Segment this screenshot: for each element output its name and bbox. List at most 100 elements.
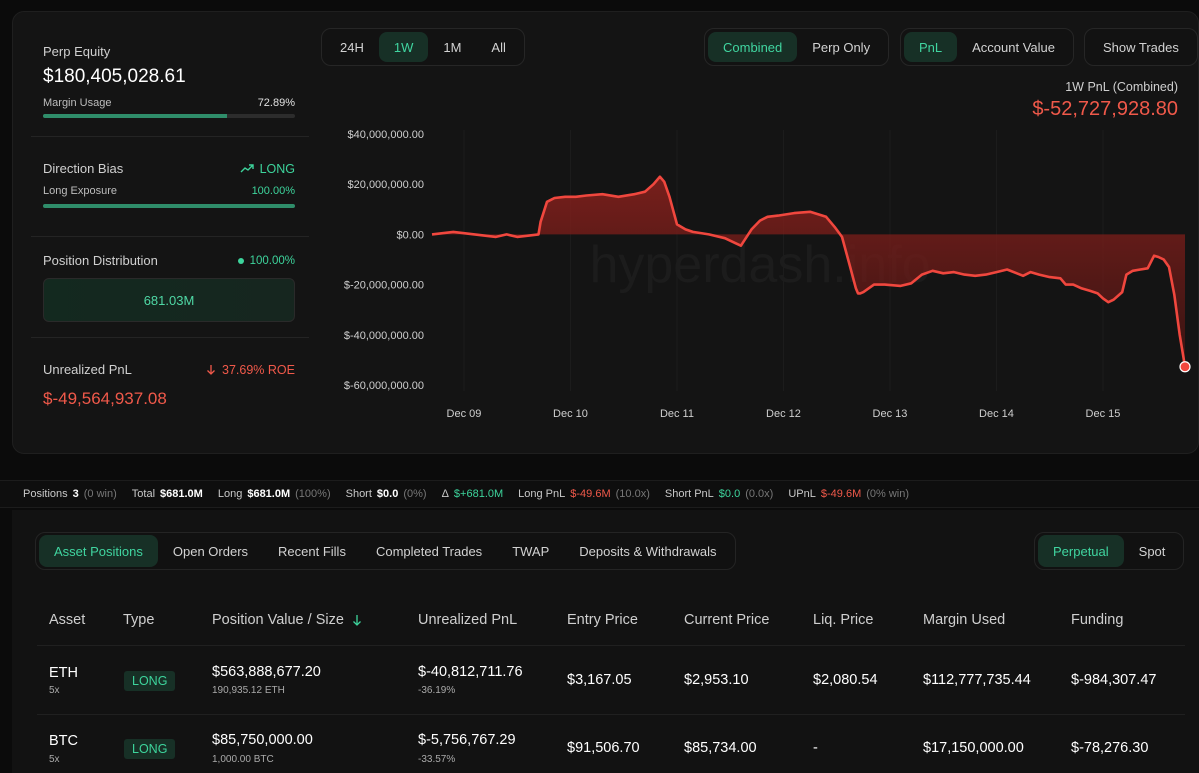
timeframe-1m[interactable]: 1M <box>443 39 462 55</box>
summary-short-pnl-note: (0.0x) <box>745 488 774 500</box>
unrealized-pnl-pct: -33.57% <box>418 754 456 765</box>
pnl-end-point <box>1179 361 1191 373</box>
long-exposure-value: 100.00% <box>251 185 295 197</box>
y-tick-label: $-60,000,000.00 <box>344 380 424 392</box>
summary-long-pnl-value: $-49.6M <box>570 488 611 500</box>
long-exposure-bar <box>43 204 295 208</box>
x-tick-label: Dec 09 <box>447 408 482 420</box>
long-exposure-fill <box>43 204 295 208</box>
status-dot-icon <box>237 257 244 264</box>
y-tick-label: $0.00 <box>396 229 424 241</box>
summary-short-note: (0%) <box>403 488 427 500</box>
tab-spot[interactable]: Spot <box>1138 543 1166 559</box>
position-value: $85,750,000.00 <box>212 732 313 748</box>
tab-perpetual[interactable]: Perpetual <box>1038 535 1124 567</box>
margin-usage-value: 72.89% <box>257 97 295 109</box>
header-margin-used[interactable]: Margin Used <box>923 612 1006 628</box>
timeframe-selector: 24H 1W 1M All <box>321 28 525 66</box>
type-badge: LONG <box>124 671 176 691</box>
unrealized-pnl-roe: 37.69% ROE <box>222 362 295 377</box>
unrealized-pnl-label: Unrealized PnL <box>43 362 132 377</box>
tab-asset-positions[interactable]: Asset Positions <box>39 535 158 567</box>
divider <box>31 136 309 137</box>
header-divider <box>37 645 1185 646</box>
header-funding[interactable]: Funding <box>1071 612 1124 628</box>
tab-twap[interactable]: TWAP <box>512 543 550 559</box>
unrealized-pnl: $-40,812,711.76 <box>418 664 523 680</box>
entry-price: $91,506.70 <box>567 740 640 756</box>
asset-name: BTC <box>49 733 78 749</box>
position-size: 1,000.00 BTC <box>212 754 274 765</box>
position-distribution-amount: 681.03M <box>143 292 195 308</box>
metric-account-value[interactable]: Account Value <box>972 39 1056 55</box>
chart-title: 1W PnL (Combined) <box>1065 80 1178 94</box>
metric-pnl[interactable]: PnL <box>904 32 958 62</box>
timeframe-1w[interactable]: 1W <box>378 32 429 62</box>
tab-deposits-withdrawals[interactable]: Deposits & Withdrawals <box>579 543 717 559</box>
asset-leverage: 5x <box>49 685 60 696</box>
summary-short-value: $0.0 <box>376 488 399 500</box>
show-trades-button[interactable]: Show Trades <box>1084 28 1198 66</box>
header-unrealized-pnl[interactable]: Unrealized PnL <box>418 612 518 628</box>
funding: $-984,307.47 <box>1071 672 1157 688</box>
margin-used: $17,150,000.00 <box>923 740 1024 756</box>
summary-long-note: (100%) <box>295 488 331 500</box>
scope-combined[interactable]: Combined <box>708 32 798 62</box>
summary-upnl-label: UPnL <box>788 488 816 500</box>
show-trades-label: Show Trades <box>1103 39 1179 55</box>
y-tick-label: $20,000,000.00 <box>348 179 424 191</box>
summary-positions-value: 3 <box>72 488 79 500</box>
summary-total-value: $681.0M <box>160 488 203 500</box>
trending-up-icon <box>240 163 254 172</box>
asset-leverage: 5x <box>49 754 60 765</box>
margin-usage-fill <box>43 114 227 118</box>
position-distribution-block: Position Distribution 100.00% 681.03M <box>43 253 295 322</box>
header-position-value[interactable]: Position Value / Size <box>212 612 362 628</box>
perp-equity-value: $180,405,028.61 <box>43 66 186 87</box>
scope-perp-only[interactable]: Perp Only <box>812 39 871 55</box>
position-distribution-bar[interactable]: 681.03M <box>43 278 295 322</box>
tab-completed-trades[interactable]: Completed Trades <box>375 543 483 559</box>
direction-bias-block: Direction Bias LONG Long Exposure 100.00… <box>43 161 295 208</box>
direction-bias-label: Direction Bias <box>43 161 124 176</box>
x-tick-label: Dec 11 <box>660 408 694 420</box>
perp-equity-label: Perp Equity <box>43 44 111 59</box>
unrealized-pnl: $-5,756,767.29 <box>418 732 516 748</box>
positions-panel: Asset Positions Open Orders Recent Fills… <box>12 510 1199 773</box>
x-tick-label: Dec 12 <box>766 408 801 420</box>
market-tabs: Perpetual Spot <box>1034 532 1185 570</box>
pnl-line <box>431 175 1187 367</box>
long-exposure-label: Long Exposure <box>43 185 117 197</box>
summary-delta-value: $+681.0M <box>453 488 504 500</box>
type-badge: LONG <box>124 739 176 759</box>
summary-long-pnl-label: Long PnL <box>518 488 566 500</box>
tab-recent-fills[interactable]: Recent Fills <box>278 543 346 559</box>
header-current-price[interactable]: Current Price <box>684 612 770 628</box>
divider <box>31 236 309 237</box>
timeframe-all[interactable]: All <box>491 39 506 55</box>
sort-desc-icon <box>352 615 361 626</box>
current-price: $85,734.00 <box>684 740 757 756</box>
header-entry-price[interactable]: Entry Price <box>567 612 638 628</box>
header-liq-price[interactable]: Liq. Price <box>813 612 874 628</box>
summary-short-pnl-label: Short PnL <box>664 488 714 500</box>
positions-summary: Positions 3 (0 win) Total $681.0M Long $681.… <box>0 480 1199 508</box>
header-position-value-label: Position Value / Size <box>212 612 344 628</box>
metric-selector: PnL Account Value <box>900 28 1075 66</box>
y-tick-label: $-20,000,000.00 <box>344 280 424 292</box>
pnl-area <box>432 176 1185 367</box>
y-tick-label: $-40,000,000.00 <box>344 330 424 342</box>
x-tick-label: Dec 10 <box>553 408 588 420</box>
margin-usage-label: Margin Usage <box>43 97 112 109</box>
position-value: $563,888,677.20 <box>212 664 321 680</box>
liq-price: - <box>813 740 818 756</box>
x-tick-label: Dec 14 <box>979 408 1014 420</box>
scope-selector: Combined Perp Only <box>704 28 890 66</box>
pnl-chart[interactable]: hyperdash.info $40,000,000.00$20,000,000… <box>0 0 1199 460</box>
header-type[interactable]: Type <box>123 612 155 628</box>
header-asset[interactable]: Asset <box>49 612 86 628</box>
summary-positions-label: Positions <box>23 488 68 500</box>
position-distribution-value: 100.00% <box>249 254 295 267</box>
timeframe-24h[interactable]: 24H <box>340 39 364 55</box>
tab-open-orders[interactable]: Open Orders <box>172 543 249 559</box>
